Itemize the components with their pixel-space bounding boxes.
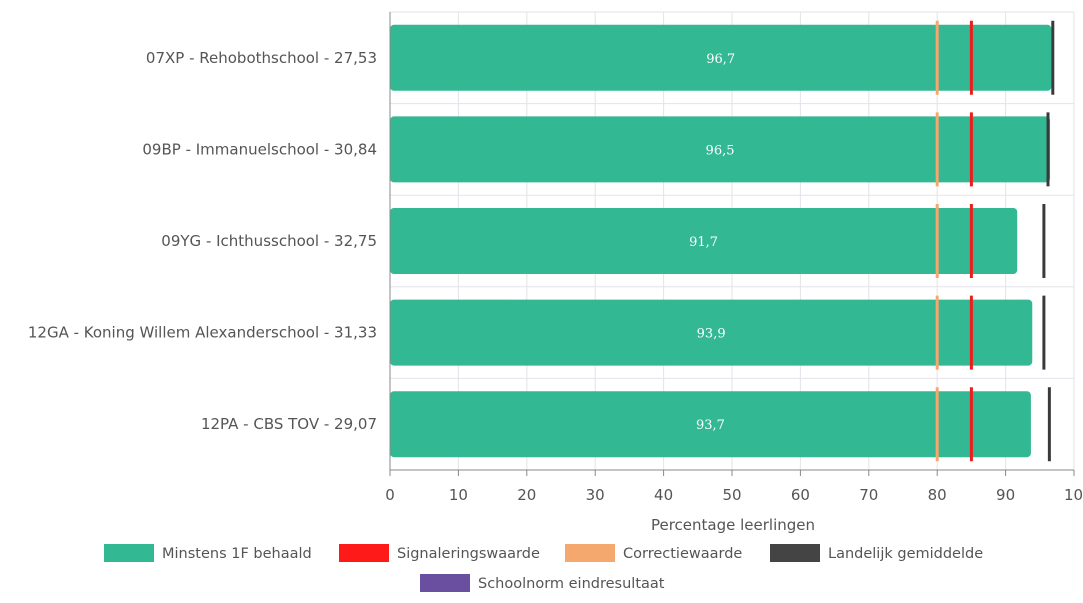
x-tick-label: 90 <box>996 486 1015 504</box>
legend-label: Minstens 1F behaald <box>162 546 312 562</box>
legend-label: Landelijk gemiddelde <box>828 546 983 562</box>
legend-swatch <box>420 574 470 592</box>
bar <box>390 24 1052 91</box>
reference-lines-layer <box>935 20 1055 462</box>
x-tick-label: 30 <box>586 486 605 504</box>
legend-swatch <box>339 544 389 562</box>
x-tick-label: 20 <box>517 486 536 504</box>
category-label: 12GA - Koning Willem Alexanderschool - 3… <box>28 324 377 342</box>
x-tick-label: 40 <box>654 486 673 504</box>
x-tick-label: 100 <box>1064 486 1083 504</box>
x-tick-label: 60 <box>791 486 810 504</box>
axis-layer: 0 10 20 30 40 50 60 70 80 90 100 <box>385 12 1083 504</box>
bar-value-label: 93,9 <box>697 327 726 342</box>
x-axis-title: Percentage leerlingen <box>651 516 815 534</box>
legend-label: Signaleringswaarde <box>397 546 540 562</box>
legend-label: Correctiewaarde <box>623 546 742 562</box>
category-label: 09BP - Immanuelschool - 30,84 <box>142 140 377 158</box>
category-label: 07XP - Rehobothschool - 27,53 <box>146 49 377 67</box>
bar-value-label: 91,7 <box>689 235 718 250</box>
bar <box>390 116 1051 183</box>
category-label: 09YG - Ichthusschool - 32,75 <box>161 232 377 250</box>
bar <box>390 299 1033 366</box>
x-tick-label: 50 <box>722 486 741 504</box>
legend: Minstens 1F behaald Signaleringswaarde Cor… <box>104 544 983 592</box>
legend-swatch <box>770 544 820 562</box>
legend-swatch <box>565 544 615 562</box>
x-tick-label: 80 <box>928 486 947 504</box>
x-tick-label: 10 <box>449 486 468 504</box>
legend-label: Schoolnorm eindresultaat <box>478 576 665 592</box>
legend-swatch <box>104 544 154 562</box>
x-tick-label: 0 <box>385 486 395 504</box>
bar <box>390 391 1031 458</box>
bar-value-label: 96,7 <box>706 52 735 67</box>
x-tick-label: 70 <box>859 486 878 504</box>
bars-layer: 96,7 96,5 91,7 93,9 93,7 <box>390 24 1052 458</box>
bar <box>390 208 1018 274</box>
bar-value-label: 93,7 <box>696 418 725 433</box>
category-label: 12PA - CBS TOV - 29,07 <box>201 415 377 433</box>
category-labels-layer: 07XP - Rehobothschool - 27,53 09BP - Imma… <box>28 49 377 433</box>
bar-value-label: 96,5 <box>706 143 735 158</box>
